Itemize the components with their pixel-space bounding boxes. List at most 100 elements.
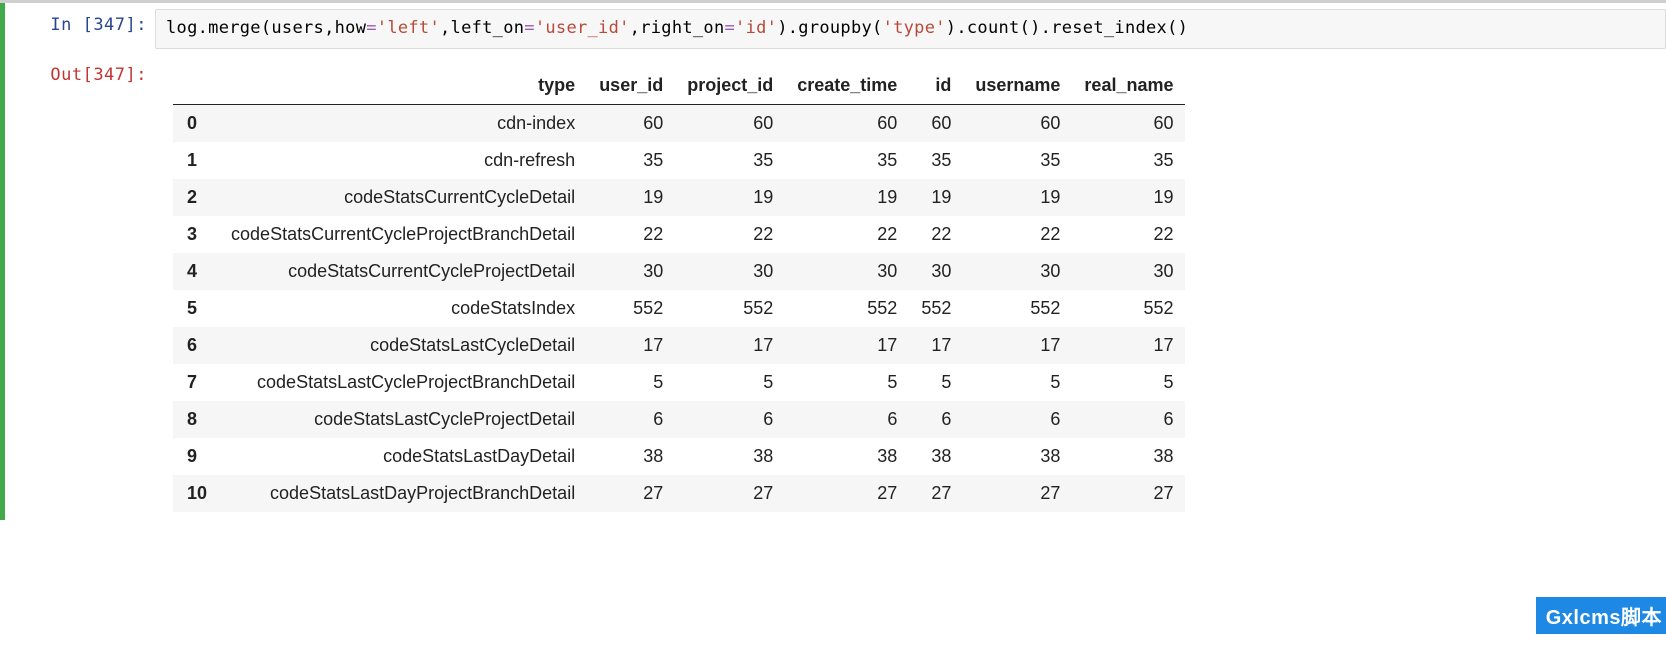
code-token: users: [271, 18, 324, 38]
row-index: 5: [173, 290, 219, 327]
table-cell: 552: [587, 290, 675, 327]
table-cell: 35: [963, 142, 1072, 179]
watermark-badge: Gxlcms脚本: [1536, 597, 1666, 634]
table-cell: 5: [963, 364, 1072, 401]
table-cell: 17: [1072, 327, 1185, 364]
column-header: create_time: [785, 67, 909, 105]
column-header: id: [909, 67, 963, 105]
table-cell: codeStatsCurrentCycleProjectBranchDetail: [219, 216, 587, 253]
table-cell: 60: [963, 104, 1072, 142]
table-cell: 30: [963, 253, 1072, 290]
table-row: 5codeStatsIndex552552552552552552: [173, 290, 1185, 327]
table-cell: codeStatsLastCycleDetail: [219, 327, 587, 364]
table-row: 8codeStatsLastCycleProjectDetail666666: [173, 401, 1185, 438]
table-cell: 35: [587, 142, 675, 179]
table-cell: 60: [785, 104, 909, 142]
table-row: 4codeStatsCurrentCycleProjectDetail30303…: [173, 253, 1185, 290]
table-cell: 5: [1072, 364, 1185, 401]
table-body: 0cdn-index6060606060601cdn-refresh353535…: [173, 104, 1185, 512]
table-cell: 22: [909, 216, 963, 253]
table-row: 1cdn-refresh353535353535: [173, 142, 1185, 179]
table-cell: 6: [963, 401, 1072, 438]
code-token: (: [872, 18, 883, 38]
code-token: ): [946, 18, 957, 38]
table-cell: 19: [675, 179, 785, 216]
table-cell: 30: [675, 253, 785, 290]
table-cell: 38: [963, 438, 1072, 475]
table-cell: 17: [963, 327, 1072, 364]
input-prompt: In [347]:: [5, 9, 155, 39]
table-cell: 17: [785, 327, 909, 364]
code-token: count: [967, 18, 1020, 38]
code-token: merge: [208, 18, 261, 38]
code-token: .: [1041, 18, 1052, 38]
column-header: type: [219, 67, 587, 105]
code-token: (): [1020, 18, 1041, 38]
row-index: 6: [173, 327, 219, 364]
table-cell: 22: [963, 216, 1072, 253]
code-token: 'user_id': [535, 18, 630, 38]
code-token: left_on: [451, 18, 525, 38]
table-cell: cdn-index: [219, 104, 587, 142]
table-cell: 5: [587, 364, 675, 401]
table-cell: 27: [963, 475, 1072, 512]
table-cell: 22: [675, 216, 785, 253]
output-row: Out[347]: typeuser_idproject_idcreate_ti…: [5, 59, 1666, 512]
code-token: 'left': [377, 18, 440, 38]
code-token: right_on: [640, 18, 724, 38]
table-row: 0cdn-index606060606060: [173, 104, 1185, 142]
output-prompt: Out[347]:: [5, 59, 155, 89]
table-cell: 35: [1072, 142, 1185, 179]
code-token: 'type': [883, 18, 946, 38]
code-token: ,: [440, 18, 451, 38]
row-index: 0: [173, 104, 219, 142]
code-token: (: [261, 18, 272, 38]
code-token: ,: [324, 18, 335, 38]
output-area: typeuser_idproject_idcreate_timeiduserna…: [155, 59, 1666, 512]
table-cell: 5: [785, 364, 909, 401]
table-cell: 35: [785, 142, 909, 179]
notebook-cell: In [347]: log.merge(users,how='left',lef…: [0, 3, 1666, 520]
table-cell: 6: [587, 401, 675, 438]
table-cell: 35: [675, 142, 785, 179]
table-cell: 30: [909, 253, 963, 290]
table-row: 10codeStatsLastDayProjectBranchDetail272…: [173, 475, 1185, 512]
table-cell: 17: [675, 327, 785, 364]
code-token: 'id': [735, 18, 777, 38]
table-cell: 5: [909, 364, 963, 401]
table-cell: codeStatsLastCycleProjectDetail: [219, 401, 587, 438]
code-token: .: [956, 18, 967, 38]
table-cell: codeStatsCurrentCycleDetail: [219, 179, 587, 216]
table-cell: 27: [785, 475, 909, 512]
table-cell: 6: [1072, 401, 1185, 438]
row-index: 4: [173, 253, 219, 290]
row-index: 1: [173, 142, 219, 179]
table-cell: 19: [785, 179, 909, 216]
code-token: (): [1167, 18, 1188, 38]
table-row: 2codeStatsCurrentCycleDetail191919191919: [173, 179, 1185, 216]
table-row: 6codeStatsLastCycleDetail171717171717: [173, 327, 1185, 364]
table-cell: 19: [909, 179, 963, 216]
table-cell: cdn-refresh: [219, 142, 587, 179]
row-index: 7: [173, 364, 219, 401]
table-cell: 27: [909, 475, 963, 512]
code-token: .: [198, 18, 209, 38]
column-header: project_id: [675, 67, 785, 105]
code-token: how: [335, 18, 367, 38]
table-cell: 19: [1072, 179, 1185, 216]
table-cell: 38: [587, 438, 675, 475]
table-cell: 6: [675, 401, 785, 438]
dataframe-table: typeuser_idproject_idcreate_timeiduserna…: [173, 67, 1185, 512]
code-input[interactable]: log.merge(users,how='left',left_on='user…: [155, 9, 1666, 49]
code-token: ): [777, 18, 788, 38]
table-cell: 19: [587, 179, 675, 216]
table-row: 7codeStatsLastCycleProjectBranchDetail55…: [173, 364, 1185, 401]
table-cell: 38: [909, 438, 963, 475]
table-cell: 552: [1072, 290, 1185, 327]
row-index: 3: [173, 216, 219, 253]
table-cell: 5: [675, 364, 785, 401]
table-cell: 38: [1072, 438, 1185, 475]
table-cell: codeStatsCurrentCycleProjectDetail: [219, 253, 587, 290]
table-cell: 27: [1072, 475, 1185, 512]
column-header: username: [963, 67, 1072, 105]
